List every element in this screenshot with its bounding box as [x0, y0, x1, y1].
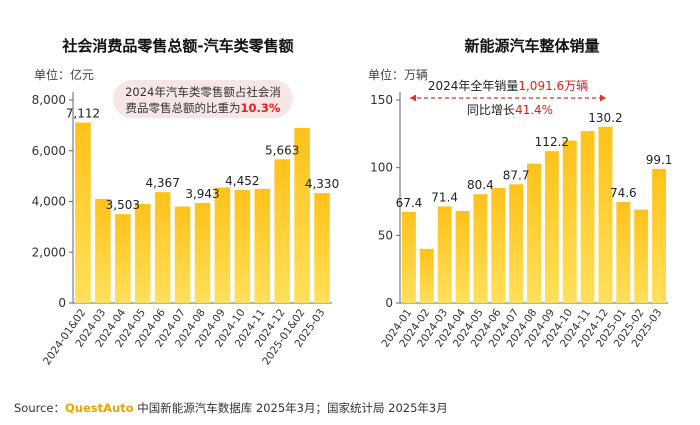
right-bar: [437, 206, 452, 303]
brand-name: QuestAuto: [65, 401, 134, 415]
left-y-tick-label: 2,000: [32, 245, 66, 259]
right-y-tick-label: 50: [378, 228, 393, 242]
right-bar: [527, 163, 541, 303]
annotation-total: 2024年全年销量1,091.6万辆: [428, 78, 588, 93]
nev-unit-label: 单位：万辆: [368, 67, 428, 82]
right-data-label: 67.4: [396, 196, 423, 210]
right-bar: [473, 194, 488, 303]
right-bar: [580, 131, 595, 303]
right-bar: [509, 184, 524, 303]
left-data-label: 3,943: [185, 187, 219, 201]
right-bar: [652, 168, 667, 303]
right-data-label: 87.7: [503, 168, 530, 182]
retail-chart: 社会消费品零售总额-汽车类零售额 单位：亿元 0 2,000 4,000 6,000 8…: [32, 37, 340, 367]
left-bar: [174, 206, 191, 303]
right-bar: [401, 211, 416, 303]
left-data-label: 3,503: [106, 198, 140, 212]
retail-y-ticks: 0 2,000 4,000 6,000 8,000: [32, 93, 73, 310]
retail-callout: 2024年汽车类零售额占社会消 费品零售总额的比重为10.3%: [113, 80, 293, 118]
right-y-tick-label: 150: [370, 93, 393, 107]
annotation-arrow-left: [410, 94, 416, 102]
right-bar: [491, 187, 506, 303]
right-bar: [455, 210, 470, 303]
right-data-label: 99.1: [646, 153, 673, 167]
right-data-label: 130.2: [588, 111, 622, 125]
source-label: Source：: [14, 401, 65, 415]
left-y-tick-label: 4,000: [32, 195, 66, 209]
right-bar: [598, 126, 613, 304]
callout-highlight: 10.3%: [241, 101, 281, 115]
left-bar: [314, 193, 330, 303]
left-bar: [294, 127, 310, 303]
left-bar: [274, 159, 290, 303]
left-y-tick-label: 8,000: [32, 93, 66, 107]
left-data-label: 4,367: [145, 176, 179, 190]
left-data-label: 5,663: [265, 143, 299, 157]
retail-x-labels: 2024-01&022024-032024-042024-052024-0620…: [41, 307, 327, 368]
retail-data-labels: 7,112 3,503 4,367 3,943 4,452 5,663 4,330: [66, 107, 339, 213]
left-bar: [214, 187, 231, 303]
left-data-label: 4,452: [225, 174, 259, 188]
annotation-total-bg: [433, 78, 583, 94]
right-y-tick-label: 0: [385, 296, 393, 310]
retail-bars: [75, 122, 330, 304]
annotation-growth-bg: [462, 102, 558, 117]
left-bar: [194, 202, 211, 303]
annotation-growth-label: 同比增长: [467, 103, 515, 117]
right-data-label: 71.4: [431, 190, 458, 204]
nev-x-labels: 2024-012024-022024-032024-042024-052024-…: [379, 307, 664, 350]
right-data-label: 112.2: [535, 135, 569, 149]
annotation-growth-value: 41.4%: [515, 103, 553, 117]
callout-line1: 2024年汽车类零售额占社会消: [125, 85, 281, 99]
source-footer: Source：QuestAuto 中国新能源汽车数据库 2025年3月；国家统计…: [14, 400, 448, 416]
retail-unit-label: 单位：亿元: [34, 67, 94, 82]
left-bar: [95, 198, 111, 303]
left-bar: [254, 188, 271, 303]
nev-data-labels: 67.4 71.4 80.4 87.7 112.2 130.2 74.6 99.1: [396, 111, 673, 210]
left-data-label: 7,112: [66, 107, 100, 121]
source-text: 中国新能源汽车数据库 2025年3月；国家统计局 2025年3月: [133, 401, 448, 415]
left-bar: [234, 190, 251, 303]
right-y-tick-label: 100: [370, 161, 393, 175]
annotation-arrow-right: [600, 94, 606, 102]
nev-annotation: 2024年全年销量1,091.6万辆 同比增长41.4%: [410, 78, 606, 117]
right-bar: [634, 209, 649, 303]
annotation-growth: 同比增长41.4%: [467, 103, 553, 117]
right-data-label: 80.4: [467, 178, 494, 192]
left-data-label: 4,330: [305, 177, 339, 191]
nev-bars: [401, 126, 667, 304]
callout-line2-text: 费品零售总额的比重为: [126, 101, 241, 115]
nev-chart: 新能源汽车整体销量 单位：万辆 0 50 100 150 67.4 71.4 80.4 87…: [368, 37, 672, 350]
annotation-total-label: 2024年全年销量: [428, 78, 519, 93]
left-y-tick-label: 0: [58, 296, 66, 310]
retail-chart-title: 社会消费品零售总额-汽车类零售额: [61, 37, 293, 55]
nev-chart-title: 新能源汽车整体销量: [464, 37, 599, 55]
left-bar: [134, 204, 151, 303]
right-bar: [562, 140, 577, 303]
right-data-label: 74.6: [610, 186, 637, 200]
left-bar: [115, 214, 131, 303]
left-bar: [154, 192, 171, 303]
nev-y-ticks: 0 50 100 150: [370, 93, 400, 310]
right-bar: [419, 248, 434, 303]
callout-background: [113, 80, 293, 118]
annotation-total-value: 1,091.6万辆: [518, 79, 588, 93]
right-bar: [544, 151, 559, 303]
callout-line2: 费品零售总额的比重为10.3%: [126, 101, 281, 115]
left-bar: [75, 122, 91, 304]
left-y-tick-label: 6,000: [32, 144, 66, 158]
right-bar: [616, 202, 631, 303]
